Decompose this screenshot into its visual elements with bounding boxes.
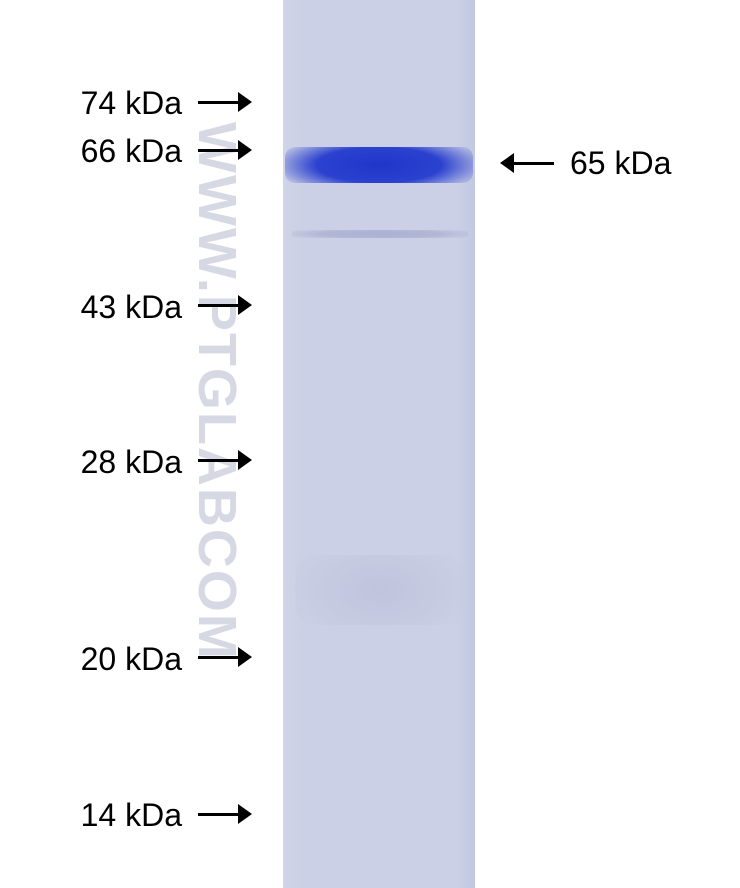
marker-label-left: 43 kDa (81, 289, 182, 326)
marker-label-left: 14 kDa (81, 797, 182, 834)
marker-label-left: 28 kDa (81, 444, 182, 481)
marker-label-left: 20 kDa (81, 641, 182, 678)
marker-label-left: 74 kDa (81, 85, 182, 122)
gel-lane (283, 0, 475, 888)
marker-label-right: 65 kDa (570, 145, 671, 182)
faint-band-50kda (292, 230, 468, 238)
watermark: WWW.PTGLABCOM (186, 122, 248, 661)
gel-image: WWW.PTGLABCOM74 kDa 66 kDa 43 kDa 28 kDa 20 … (0, 0, 740, 888)
main-band-65kda (285, 147, 473, 183)
smear-low (295, 555, 465, 625)
marker-label-left: 66 kDa (81, 133, 182, 170)
